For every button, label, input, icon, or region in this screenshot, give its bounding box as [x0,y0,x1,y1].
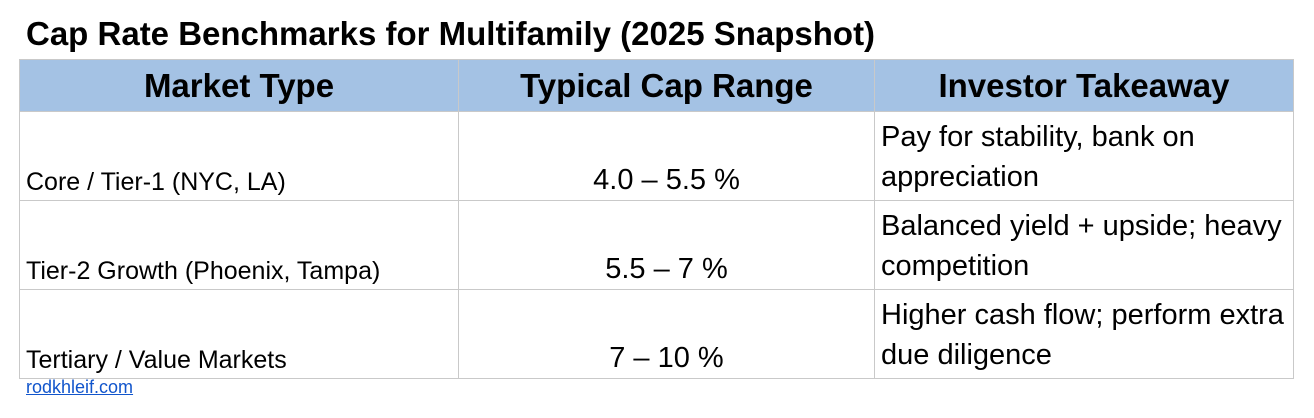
investor-takeaway-cell: Pay for stability, bank on appreciation [874,111,1294,201]
page-title: Cap Rate Benchmarks for Multifamily (202… [26,15,876,52]
cap-range-cell: 4.0 – 5.5 % [458,111,875,201]
column-header-market-type: Market Type [19,59,459,112]
cap-rate-table: Market Type Typical Cap Range Investor T… [19,59,1294,379]
column-header-typical-cap-range: Typical Cap Range [458,59,875,112]
market-type-cell: Tertiary / Value Markets [19,289,459,379]
table-header-row: Market Type Typical Cap Range Investor T… [19,59,1294,112]
table-row: Tier-2 Growth (Phoenix, Tampa) 5.5 – 7 %… [19,200,1294,290]
source-link[interactable]: rodkhleif.com [26,377,134,397]
column-header-investor-takeaway: Investor Takeaway [874,59,1294,112]
table-row: Core / Tier-1 (NYC, LA) 4.0 – 5.5 % Pay … [19,111,1294,201]
investor-takeaway-cell: Balanced yield + upside; heavy competiti… [874,200,1294,290]
cap-range-cell: 7 – 10 % [458,289,875,379]
table-row: Tertiary / Value Markets 7 – 10 % Higher… [19,289,1294,379]
market-type-cell: Core / Tier-1 (NYC, LA) [19,111,459,201]
investor-takeaway-cell: Higher cash flow; perform extra due dili… [874,289,1294,379]
cap-range-cell: 5.5 – 7 % [458,200,875,290]
market-type-cell: Tier-2 Growth (Phoenix, Tampa) [19,200,459,290]
